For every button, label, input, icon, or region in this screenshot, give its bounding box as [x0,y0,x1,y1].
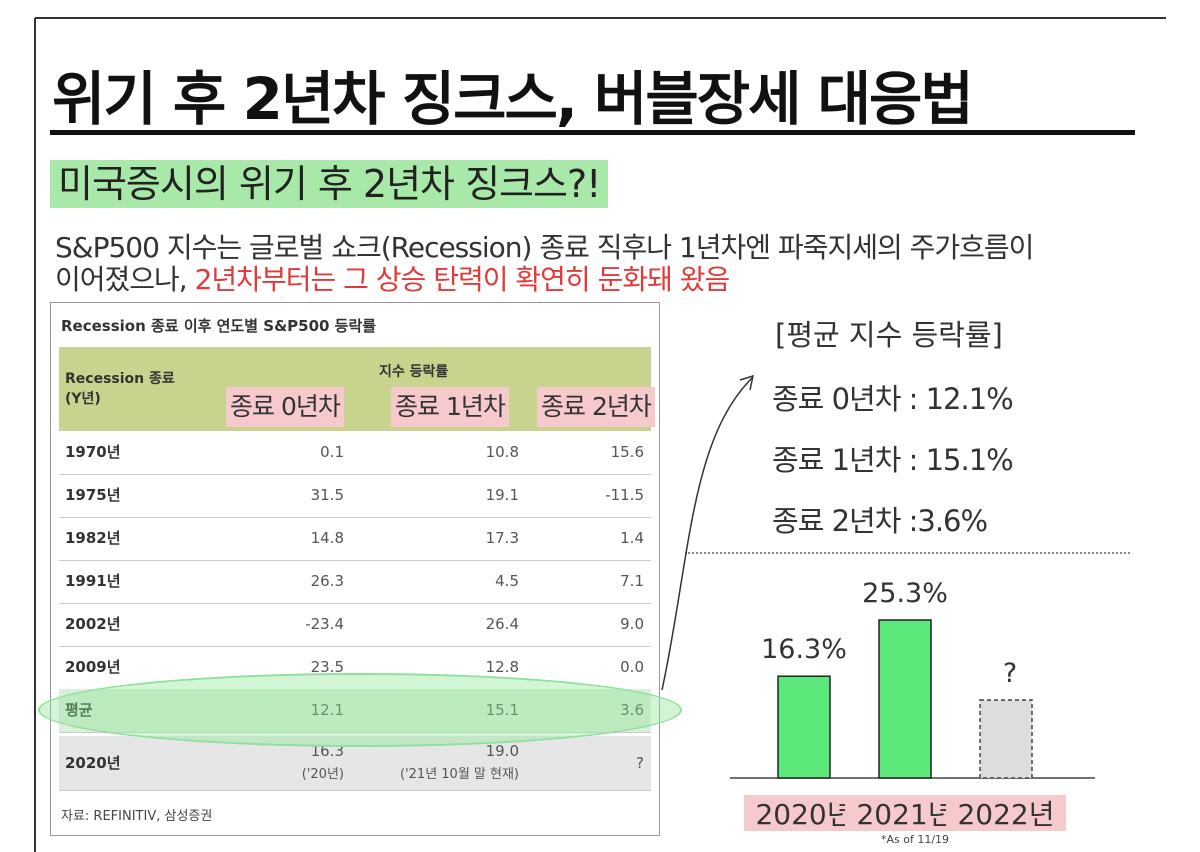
header-cell: 지수 등락률 [379,364,449,380]
placeholder-bar [979,699,1033,779]
source: 자료: REFINITIV, 삼성증권 [61,809,213,824]
header-cell: 종료 0년차 [226,387,344,427]
table-row: 1970년 0.1 10.8 15.6 [59,431,651,475]
table-cell: -23.4 [305,615,344,633]
table-title: Recession 종료 이후 연도별 S&P500 등락률 [61,317,377,335]
table-cell: 1.4 [620,529,644,547]
table-cell: 4.5 [495,572,519,590]
table-cell: 0.0 [620,658,644,676]
table-cell: 26.4 [485,615,519,633]
summary-heading: [평균 지수 등락률] [775,318,1003,352]
category-label: 2022년 [957,798,1054,831]
category-highlight [845,795,965,831]
table-cell: 19.0 [485,742,519,760]
row-label: 2009년 [65,658,121,676]
summary-item: 종료 1년차 : 15.1% [772,443,1014,477]
row-label: 2020년 [65,754,121,772]
row-label: 1991년 [65,572,121,590]
subtitle: 미국증시의 위기 후 2년차 징크스?! [50,160,609,208]
arrow [661,377,753,691]
table-cell: 31.5 [310,486,344,504]
table-row: 2002년 -23.4 26.4 9.0 [59,603,651,647]
table-row: 1975년 31.5 19.1 -11.5 [59,474,651,518]
description: S&P500 지수는 글로벌 쇼크(Recession) 종료 직후나 1년차엔… [55,231,1034,264]
value-label: 25.3% [862,578,948,609]
table-cell: 23.5 [310,658,344,676]
summary-item: 종료 0년차 : 12.1% [772,382,1014,416]
row-label: 2002년 [65,615,121,633]
table-row: 2020년 16.3 ('20년) 19.0 ('21년 10월 말 현재)? [59,736,651,791]
value-label: 16.3% [761,634,847,665]
description-text: 이어졌으나, [55,263,188,296]
title-rule [50,130,1135,135]
cell-note: ('20년) [301,767,344,782]
category-highlight [744,795,864,831]
description: 이어졌으나, 2년차부터는 그 상승 탄력이 확연히 둔화돼 왔음 [55,258,731,298]
header-cell: 종료 2년차 [537,387,655,427]
bar [878,619,932,779]
table-cell: 10.8 [485,443,519,461]
table-cell: 17.3 [485,529,519,547]
value-label: ? [1003,658,1017,689]
table-cell: 12.8 [485,658,519,676]
category-label: 2021년 [856,798,953,831]
summary-item: 종료 2년차 :3.6% [772,504,988,538]
table-row: 1982년 14.8 17.3 1.4 [59,517,651,561]
table-cell: 9.0 [620,615,644,633]
description-highlight: 2년차부터는 그 상승 탄력이 확연히 둔화돼 왔음 [194,263,731,296]
table-cell: 26.3 [310,572,344,590]
category-label: 2020년 [755,798,852,831]
row-label: 1970년 [65,443,121,461]
table-cell: 14.8 [310,529,344,547]
category-highlight [946,795,1066,831]
note: *As of 11/19 [881,833,949,846]
cell-note: ('21년 10월 말 현재) [400,767,519,782]
header-cell: 종료 1년차 [391,387,509,427]
header-cell: Recession 종료 (Y년) [65,371,175,407]
divider [685,552,1130,554]
bar [777,675,831,779]
arrow-head [739,374,755,391]
table-cell: ? [636,754,644,772]
row-label: 1975년 [65,486,121,504]
table-cell: 15.6 [610,443,644,461]
row-label: 1982년 [65,529,121,547]
table-row: 1991년 26.3 4.5 7.1 [59,560,651,604]
table-cell: 19.1 [485,486,519,504]
title: 위기 후 2년차 징크스, 버블장세 대응법 [52,65,974,133]
table-cell: 7.1 [620,572,644,590]
table-header: Recession 종료 (Y년) 지수 등락률 종료 0년차 종료 1년차 종… [59,347,655,431]
table-cell: -11.5 [605,486,644,504]
highlight-ellipse [38,673,682,747]
table-cell: 0.1 [320,443,344,461]
